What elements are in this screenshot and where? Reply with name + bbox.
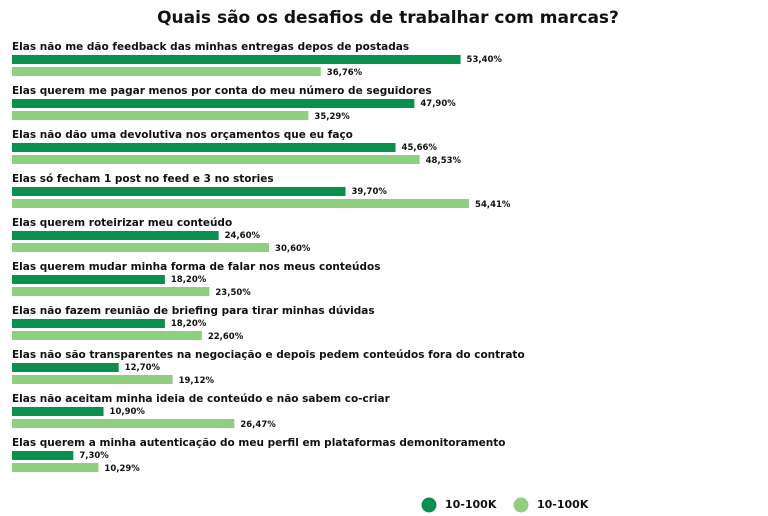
bar xyxy=(12,331,202,340)
value-label: 47,90% xyxy=(420,99,456,109)
value-label: 45,66% xyxy=(402,143,438,153)
bar xyxy=(12,451,74,460)
bar xyxy=(12,199,470,208)
bar xyxy=(12,155,420,164)
value-label: 10,29% xyxy=(104,464,140,474)
category-label: Elas querem me pagar menos por conta do … xyxy=(12,85,432,97)
value-label: 36,76% xyxy=(327,68,363,78)
value-label: 18,20% xyxy=(171,275,207,285)
category-label: Elas não fazem reunião de briefing para … xyxy=(12,305,375,317)
bar xyxy=(12,111,309,120)
value-label: 30,60% xyxy=(275,244,311,254)
legend-marker xyxy=(513,497,529,513)
bar xyxy=(12,375,173,384)
bar xyxy=(12,363,119,372)
category-label: Elas não me dão feedback das minhas entr… xyxy=(12,41,409,53)
bar xyxy=(12,319,165,328)
value-label: 48,53% xyxy=(426,156,462,166)
value-label: 54,41% xyxy=(475,200,511,210)
bar xyxy=(12,143,396,152)
category-label: Elas querem mudar minha forma de falar n… xyxy=(12,261,381,273)
value-label: 39,70% xyxy=(351,187,387,197)
value-label: 7,30% xyxy=(79,451,109,461)
value-label: 53,40% xyxy=(467,55,503,65)
value-label: 19,12% xyxy=(179,376,215,386)
value-label: 23,50% xyxy=(215,288,251,298)
value-label: 22,60% xyxy=(208,332,244,342)
legend-marker xyxy=(421,497,437,513)
bar xyxy=(12,243,270,252)
value-label: 18,20% xyxy=(171,319,207,329)
chart-title: Quais são os desafios de trabalhar com m… xyxy=(157,8,619,28)
category-label: Elas só fecham 1 post no feed e 3 no sto… xyxy=(12,173,274,185)
category-label: Elas querem roteirizar meu conteúdo xyxy=(12,217,232,229)
bar xyxy=(12,275,165,284)
bar xyxy=(12,287,210,296)
category-label: Elas não dão uma devolutiva nos orçament… xyxy=(12,129,353,141)
bar xyxy=(12,419,235,428)
bar xyxy=(12,99,415,108)
bar xyxy=(12,463,99,472)
category-label: Elas não aceitam minha ideia de conteúdo… xyxy=(12,393,391,405)
value-label: 12,70% xyxy=(125,363,161,373)
bar xyxy=(12,67,321,76)
value-label: 10,90% xyxy=(110,407,146,417)
category-label: Elas querem a minha autenticação do meu … xyxy=(12,437,506,449)
bar xyxy=(12,187,346,196)
bar xyxy=(12,407,104,416)
value-label: 35,29% xyxy=(314,112,350,122)
value-label: 24,60% xyxy=(225,231,261,241)
legend-label: 10-100K xyxy=(537,498,589,511)
legend-label: 10-100K xyxy=(445,498,497,511)
bar xyxy=(12,231,219,240)
bar xyxy=(12,55,461,64)
category-label: Elas não são transparentes na negociação… xyxy=(12,349,525,361)
value-label: 26,47% xyxy=(240,420,276,430)
